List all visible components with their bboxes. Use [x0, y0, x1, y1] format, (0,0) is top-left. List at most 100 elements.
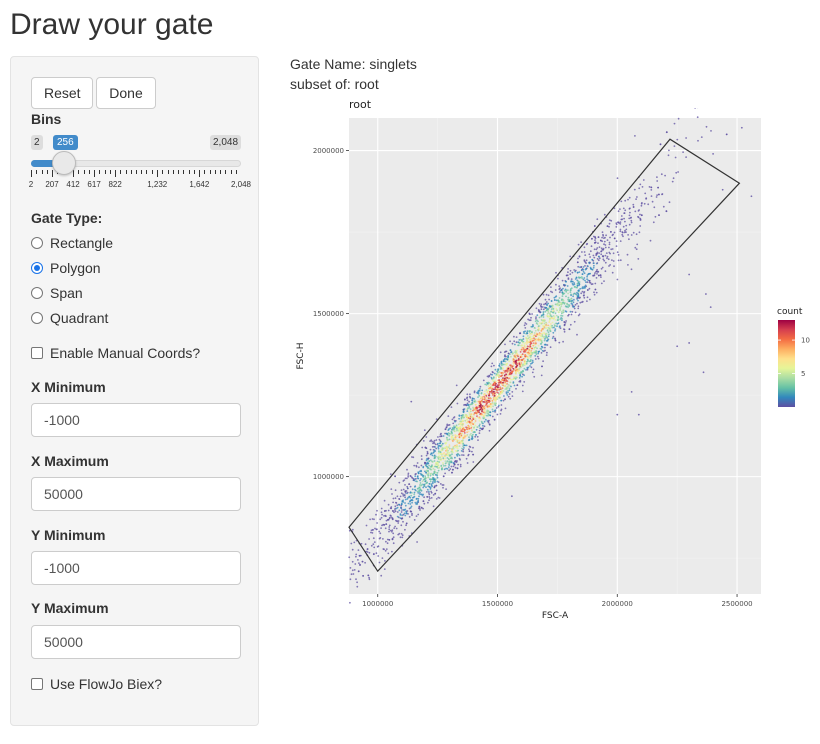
event-point — [554, 319, 557, 321]
event-point — [494, 399, 496, 402]
y-maximum-input[interactable] — [31, 625, 241, 659]
event-point — [542, 332, 544, 335]
event-point — [485, 389, 488, 391]
event-point — [509, 374, 512, 377]
radio-icon[interactable] — [31, 287, 43, 299]
event-point — [632, 203, 635, 206]
event-point — [601, 266, 604, 269]
event-point — [534, 329, 537, 332]
checkbox-icon[interactable] — [31, 678, 43, 690]
event-point — [419, 479, 421, 482]
event-point — [546, 326, 549, 329]
event-point — [497, 369, 500, 372]
event-point — [593, 225, 596, 227]
event-point — [411, 456, 413, 458]
event-point — [357, 559, 359, 561]
event-point — [519, 351, 522, 353]
event-point — [525, 369, 527, 371]
scatter-plot[interactable]: 1000000 1500000 2000000 2500000100000015000… — [290, 108, 820, 638]
event-point — [494, 386, 497, 389]
event-point — [561, 317, 563, 320]
event-point — [471, 422, 474, 425]
y-tick-label: 1000000 — [313, 473, 344, 481]
reset-button[interactable]: Reset — [31, 77, 93, 109]
gate-type-rectangle[interactable]: Rectangle — [31, 235, 113, 251]
event-point — [531, 362, 533, 365]
gate-polygon[interactable] — [348, 138, 741, 573]
event-point — [577, 293, 580, 296]
event-point — [514, 351, 516, 354]
radio-icon[interactable] — [31, 312, 43, 324]
event-point — [628, 238, 630, 241]
event-point — [497, 405, 500, 408]
radio-icon[interactable] — [31, 237, 43, 249]
event-point — [496, 374, 499, 377]
event-point — [442, 447, 444, 450]
gate-type-span[interactable]: Span — [31, 285, 83, 301]
event-point — [611, 271, 614, 274]
radio-selected-icon[interactable] — [31, 262, 43, 274]
event-point — [543, 336, 545, 338]
x-maximum-input[interactable] — [31, 477, 241, 511]
event-point — [616, 251, 619, 254]
event-point — [378, 561, 381, 564]
event-point — [411, 488, 414, 491]
event-point — [379, 532, 382, 535]
event-point — [419, 485, 422, 487]
manual-coords-checkbox[interactable]: Enable Manual Coords? — [31, 345, 200, 361]
event-point — [406, 498, 409, 500]
gate-type-polygon[interactable]: Polygon — [31, 260, 101, 276]
event-point — [525, 348, 527, 351]
event-point — [388, 526, 391, 528]
event-point — [578, 290, 580, 292]
y-minimum-input[interactable] — [31, 551, 241, 585]
event-point — [525, 323, 528, 325]
event-point — [628, 223, 631, 226]
event-point — [415, 497, 418, 500]
event-point — [455, 429, 458, 432]
event-point — [464, 414, 467, 416]
event-point — [615, 240, 618, 243]
event-point — [530, 342, 533, 345]
event-point — [637, 258, 640, 260]
event-point — [473, 400, 476, 403]
event-point — [621, 231, 624, 233]
flowjo-biex-checkbox[interactable]: Use FlowJo Biex? — [31, 676, 162, 692]
event-point — [507, 386, 509, 389]
x-minimum-label: X Minimum — [31, 379, 106, 395]
event-point — [473, 413, 475, 416]
event-point — [458, 445, 461, 447]
event-point — [499, 388, 502, 391]
event-point — [540, 308, 543, 311]
checkbox-icon[interactable] — [31, 347, 43, 359]
event-point — [444, 432, 446, 435]
event-point — [602, 248, 605, 251]
gate-type-quadrant[interactable]: Quadrant — [31, 310, 108, 326]
event-point — [433, 454, 436, 457]
event-point — [404, 490, 407, 493]
event-point — [356, 585, 359, 588]
event-point — [550, 323, 552, 325]
event-point — [528, 348, 531, 351]
bins-slider-handle[interactable] — [52, 151, 76, 175]
event-point — [454, 466, 457, 469]
event-point — [390, 515, 392, 517]
event-point — [385, 523, 388, 525]
event-point — [420, 493, 423, 496]
event-point — [428, 493, 431, 496]
event-point — [502, 381, 504, 384]
x-minimum-input[interactable] — [31, 403, 241, 437]
event-point — [558, 288, 561, 291]
event-point — [545, 344, 547, 346]
manual-coords-label: Enable Manual Coords? — [50, 345, 201, 361]
event-point — [694, 108, 696, 109]
event-point — [440, 432, 442, 435]
event-point — [431, 461, 434, 463]
event-point — [431, 454, 434, 457]
event-point — [619, 259, 622, 262]
event-point — [504, 360, 507, 363]
done-button[interactable]: Done — [96, 77, 156, 109]
event-point — [386, 538, 389, 541]
event-point — [617, 221, 619, 224]
event-point — [470, 429, 473, 432]
